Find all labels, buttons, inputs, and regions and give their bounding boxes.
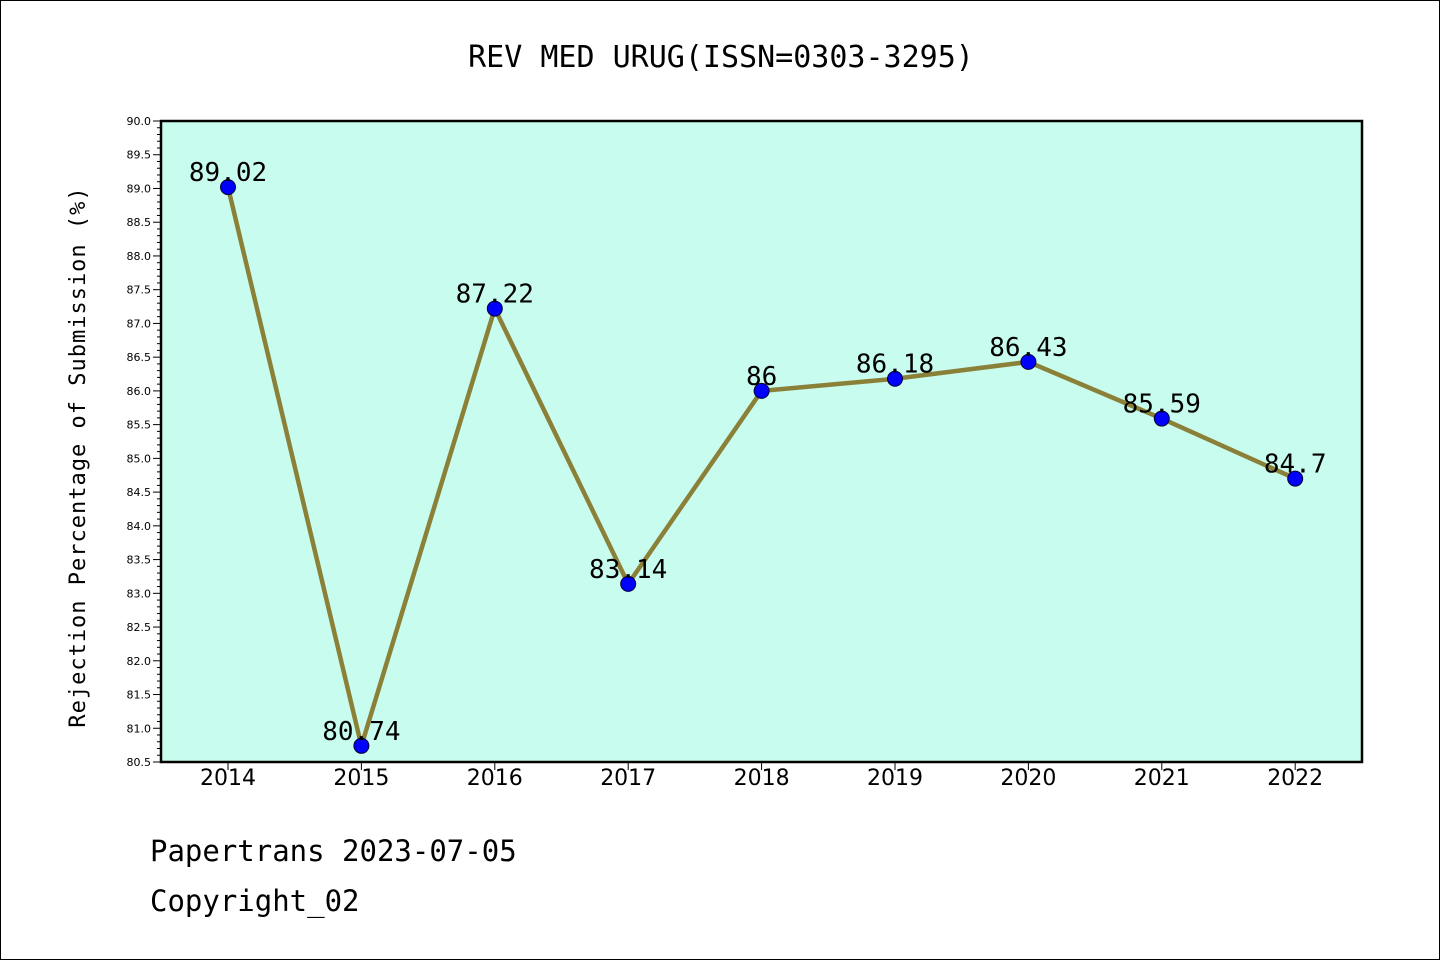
data-label: 86.43 bbox=[989, 333, 1067, 363]
data-label: 83.14 bbox=[589, 555, 667, 585]
y-tick-label: 90.0 bbox=[127, 115, 152, 128]
data-label: 84.7 bbox=[1264, 450, 1327, 480]
y-tick-label: 81.5 bbox=[127, 689, 152, 702]
y-tick-label: 83.5 bbox=[127, 554, 152, 567]
data-point bbox=[1020, 353, 1037, 370]
data-label: 87.22 bbox=[456, 280, 534, 310]
x-tick-label: 2014 bbox=[200, 766, 256, 791]
footer-copyright: Copyright_02 bbox=[150, 884, 360, 918]
data-point bbox=[1153, 410, 1170, 427]
chart-title: REV MED URUG(ISSN=0303-3295) bbox=[468, 40, 974, 75]
x-tick-label: 2019 bbox=[867, 766, 923, 791]
y-tick-label: 82.0 bbox=[127, 655, 152, 668]
y-tick-label: 87.5 bbox=[127, 284, 152, 297]
x-tick-label: 2016 bbox=[467, 766, 523, 791]
y-tick-label: 88.0 bbox=[127, 250, 152, 263]
x-axis: 2014 2015 2016 2017 2018 2019 2020 2021 2022 bbox=[200, 762, 1323, 791]
y-axis-label: Rejection Percentage of Submission (%) bbox=[66, 186, 91, 727]
data-label: 89.02 bbox=[189, 158, 267, 188]
y-tick-label: 81.0 bbox=[127, 722, 152, 735]
y-tick-label: 86.5 bbox=[127, 351, 152, 364]
x-tick-label: 2022 bbox=[1267, 766, 1323, 791]
data-point bbox=[887, 370, 903, 387]
y-tick-label: 82.5 bbox=[127, 621, 152, 634]
x-tick-label: 2017 bbox=[600, 766, 656, 791]
y-tick-label: 84.5 bbox=[127, 486, 152, 499]
y-tick-label: 80.5 bbox=[127, 756, 152, 769]
y-tick-label: 88.5 bbox=[127, 216, 152, 229]
data-point bbox=[220, 179, 236, 196]
data-label: 86.18 bbox=[856, 350, 934, 380]
data-point bbox=[486, 300, 503, 317]
footer-date: Papertrans 2023-07-05 bbox=[150, 834, 517, 868]
y-tick-label: 85.5 bbox=[127, 419, 152, 432]
y-tick-label: 89.0 bbox=[127, 182, 152, 195]
data-point bbox=[753, 382, 770, 399]
y-tick-label: 87.0 bbox=[127, 317, 152, 330]
y-tick-label: 83.0 bbox=[127, 587, 152, 600]
x-tick-label: 2018 bbox=[734, 766, 790, 791]
data-label: 86 bbox=[746, 362, 777, 392]
x-tick-label: 2015 bbox=[333, 766, 389, 791]
plot-area bbox=[159, 119, 1364, 764]
y-tick-label: 89.5 bbox=[127, 149, 152, 162]
data-label: 80.74 bbox=[322, 717, 400, 747]
x-tick-label: 2021 bbox=[1134, 766, 1190, 791]
y-tick-label: 84.0 bbox=[127, 520, 152, 533]
x-tick-label: 2020 bbox=[1000, 766, 1056, 791]
data-point bbox=[1287, 470, 1304, 487]
y-tick-label: 85.0 bbox=[127, 452, 152, 465]
y-axis: 80.5 81.0 81.5 82.0 82.5 83.0 83.5 84.0 84.5 85.0… bbox=[127, 115, 161, 769]
data-point bbox=[353, 737, 370, 754]
data-point bbox=[620, 575, 637, 592]
y-tick-label: 86.0 bbox=[127, 385, 152, 398]
series-layer: 89.02 80.74 87.22 83.14 86 86.18 86.43 85.59 84.… bbox=[189, 158, 1327, 755]
data-label: 85.59 bbox=[1123, 390, 1201, 420]
